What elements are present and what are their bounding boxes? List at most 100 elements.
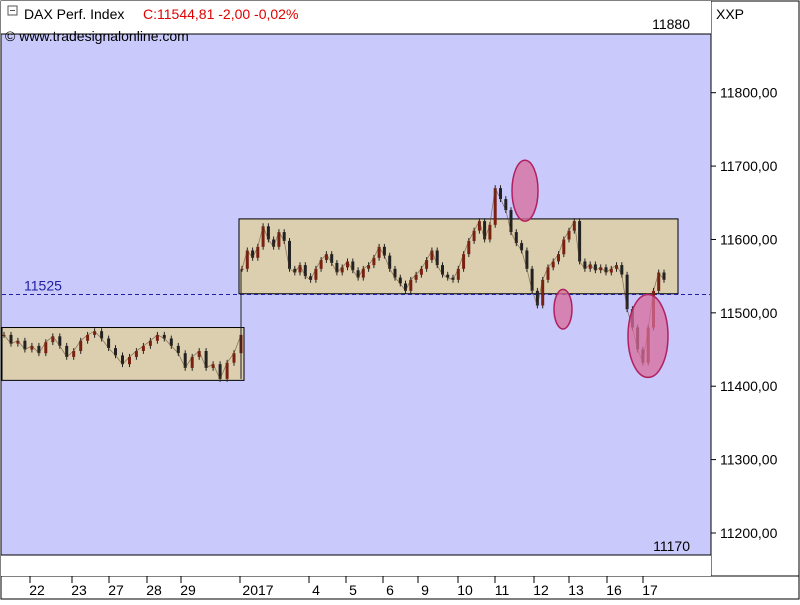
candle-body: [277, 232, 281, 247]
candle-body: [425, 260, 429, 269]
candle-body: [451, 277, 455, 280]
candle-body: [44, 342, 48, 354]
candle-body: [567, 230, 571, 240]
candle-body: [472, 230, 476, 241]
candle-body: [588, 264, 592, 269]
candle-body: [58, 336, 62, 346]
candle-body: [176, 345, 180, 354]
collapse-icon[interactable]: [7, 5, 18, 16]
candle-body: [319, 260, 323, 269]
candle-body: [578, 221, 582, 262]
y-tick-label: 11400,00: [720, 378, 778, 394]
candle-body: [604, 267, 608, 273]
candle-body: [499, 188, 502, 200]
candle-body: [488, 224, 492, 240]
y-tick-label: 11500,00: [720, 305, 778, 321]
candle-body: [79, 340, 83, 351]
footer-band: [1, 555, 711, 576]
candle-body: [377, 246, 381, 258]
candle-body: [541, 279, 545, 306]
candle-body: [134, 351, 138, 357]
candle-body: [288, 240, 291, 269]
candle-body: [657, 272, 661, 291]
candle-body: [309, 276, 313, 280]
candle-body: [351, 261, 355, 271]
candle-body: [346, 261, 349, 268]
x-tick-label: 11: [495, 582, 510, 598]
candle-body: [197, 351, 201, 357]
candle-body: [509, 210, 513, 233]
x-tick-label: 17: [642, 582, 658, 598]
candle-body: [23, 340, 27, 350]
candle-body: [372, 257, 376, 266]
header-band: [1, 1, 711, 34]
candle-body: [51, 336, 55, 343]
x-tick-label: 16: [606, 582, 622, 598]
candle-body: [141, 345, 145, 351]
candle-body: [456, 268, 460, 280]
range-top-label: 11880: [652, 16, 690, 32]
candle-body: [86, 334, 90, 341]
y-tick-label: 11600,00: [720, 231, 778, 247]
candle-body: [65, 345, 69, 357]
candle-body: [583, 261, 587, 269]
level-label: 11525: [24, 278, 62, 294]
highlight-ellipse: [511, 159, 539, 222]
exchange-label: XXP: [716, 6, 744, 22]
price-line: [3, 330, 242, 380]
candle-body: [261, 226, 265, 247]
candle-body: [520, 243, 524, 251]
candle-body: [121, 355, 124, 365]
candle-body: [72, 351, 76, 357]
candle-body: [314, 268, 318, 280]
candle-body: [393, 268, 397, 278]
candle-body: [211, 364, 215, 368]
candle-body: [361, 268, 365, 278]
candle-body: [514, 232, 518, 244]
candle-body: [546, 267, 550, 280]
price-axis: 11200,00 11300,00 11400,00 11500,00 11600,00…: [711, 85, 778, 541]
candle-body: [493, 188, 497, 225]
candle-body: [572, 221, 576, 231]
x-tick-label: 23: [71, 582, 87, 598]
consolidation-boxes: [1, 218, 679, 381]
candle-body: [388, 255, 392, 269]
candle-body: [245, 250, 249, 269]
y-tick-label: 11800,00: [720, 85, 778, 101]
time-axis: 22 23 27 28 29 2017 4 5 6 9 10 11 12 13 16 17: [29, 576, 658, 598]
candle-body: [324, 254, 328, 260]
candle-body: [367, 265, 371, 269]
candle-body: [114, 348, 117, 356]
candle-body: [155, 334, 159, 341]
candle-body: [462, 254, 466, 269]
candle-body: [525, 250, 529, 269]
candle-body: [251, 250, 255, 258]
candle-body: [441, 265, 444, 275]
candle-body: [298, 265, 302, 273]
highlight-ellipse: [627, 293, 669, 379]
candle-body: [282, 232, 286, 241]
candle-body: [30, 345, 34, 350]
candle-body: [107, 338, 111, 348]
candle-body: [483, 221, 487, 240]
candle-body: [225, 362, 229, 379]
highlight-ellipse: [553, 288, 573, 330]
copyright-text: © www.tradesignalonline.com: [5, 28, 189, 44]
x-tick-label: 22: [29, 582, 45, 598]
y-tick-label: 11200,00: [720, 525, 778, 541]
candle-body: [662, 272, 666, 280]
y-tick-label: 11300,00: [720, 452, 778, 468]
candle-body: [419, 268, 423, 275]
candle-body: [404, 283, 407, 291]
candle-body: [37, 345, 41, 354]
price-line: [241, 186, 665, 365]
x-tick-label: 28: [146, 582, 162, 598]
candle-body: [9, 334, 13, 344]
x-tick-label: 13: [568, 582, 584, 598]
x-tick-label: 5: [349, 582, 357, 598]
candle-body: [335, 262, 339, 273]
candle-body: [593, 264, 597, 271]
candle-body: [272, 239, 276, 247]
